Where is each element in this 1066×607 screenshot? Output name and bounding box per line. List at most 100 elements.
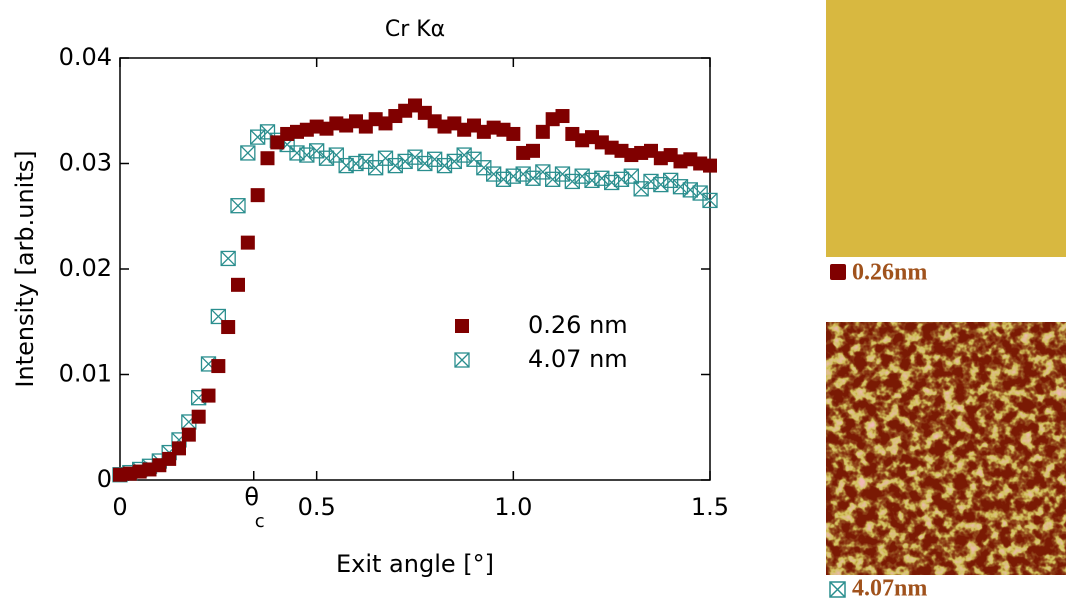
marker [417, 155, 433, 172]
marker [260, 151, 275, 166]
marker-box [545, 171, 561, 187]
marker-box [259, 124, 276, 140]
marker-box [230, 198, 246, 214]
marker [231, 277, 245, 292]
marker-box [220, 250, 236, 267]
marker [555, 109, 570, 124]
marker-cross [437, 158, 452, 174]
marker-cross [299, 147, 315, 163]
marker [397, 153, 413, 170]
marker-box [397, 153, 413, 170]
marker [623, 168, 639, 184]
marker [240, 145, 256, 161]
marker [702, 192, 718, 209]
x-axis-label: Exit angle [°] [336, 550, 494, 578]
marker [545, 171, 561, 187]
image-caption: 4.07nm [852, 576, 927, 602]
marker-box [368, 160, 384, 176]
y-tick-label: 0.01 [59, 360, 112, 388]
marker-box [240, 145, 256, 161]
marker-box [486, 166, 502, 182]
x-tick-label: 0.5 [298, 493, 336, 521]
marker [594, 170, 610, 186]
marker-cross [702, 192, 718, 208]
marker-box [653, 176, 669, 193]
marker-cross [692, 185, 708, 201]
marker-box [456, 147, 472, 163]
marker [564, 173, 580, 190]
marker-box [466, 151, 482, 167]
marker-cross [446, 153, 462, 169]
marker [387, 157, 403, 174]
series [112, 124, 718, 483]
caption-icon [829, 581, 846, 598]
marker-cross [466, 151, 482, 167]
marker-cross [604, 175, 620, 190]
afm-image-1 [826, 0, 1066, 257]
legend-marker [455, 319, 469, 333]
marker [613, 171, 630, 187]
marker-box [574, 168, 590, 184]
marker [506, 126, 521, 141]
marker-box [299, 147, 315, 163]
marker [663, 172, 679, 189]
marker-box [328, 147, 344, 163]
marker-cross [515, 166, 531, 182]
marker-cross [250, 129, 266, 145]
marker [427, 151, 443, 167]
y-tick-label: 0.04 [59, 43, 112, 71]
image-caption: 0.26nm [852, 260, 927, 286]
legend-label: 4.07 nm [528, 345, 628, 373]
marker-cross [309, 143, 325, 159]
marker [201, 388, 216, 403]
marker [240, 235, 255, 250]
marker-cross [456, 147, 472, 163]
x-tick-label: 1.5 [691, 493, 729, 521]
marker-cross [427, 151, 443, 167]
marker-box [702, 192, 718, 209]
y-tick-label: 0.02 [59, 254, 112, 282]
y-tick-label: 0 [97, 465, 112, 493]
marker [515, 166, 531, 182]
marker [230, 198, 246, 214]
marker [250, 188, 265, 203]
marker-cross [564, 173, 580, 189]
marker-box [358, 153, 374, 170]
marker-box [594, 170, 610, 186]
marker-cross [594, 170, 610, 186]
annotation-subscript: c [255, 511, 265, 532]
marker-cross [643, 173, 659, 189]
marker-cross [240, 145, 256, 161]
marker-box [525, 170, 541, 186]
marker-cross [535, 164, 551, 180]
marker-cross [319, 150, 334, 166]
marker [446, 153, 462, 170]
marker-cross [545, 171, 561, 187]
marker [703, 158, 717, 173]
marker [466, 151, 482, 167]
marker [486, 166, 502, 182]
series [113, 98, 717, 482]
marker-cross [623, 168, 639, 184]
marker-cross [682, 182, 698, 198]
x-tick-label: 0 [112, 493, 127, 521]
marker [250, 129, 266, 145]
marker [672, 179, 689, 195]
marker-box [623, 168, 639, 184]
marker-cross [614, 171, 629, 187]
marker-cross [397, 153, 413, 169]
marker [221, 320, 236, 335]
marker-cross [486, 166, 502, 182]
marker-cross [417, 156, 433, 171]
marker-cross [387, 158, 403, 174]
marker-cross [230, 198, 246, 214]
marker-cross [496, 171, 511, 187]
legend-label: 0.26 nm [528, 311, 628, 339]
marker-cross [407, 149, 423, 165]
marker-box [387, 157, 403, 174]
marker-box [454, 352, 470, 368]
marker [574, 168, 590, 184]
marker-cross [525, 170, 541, 186]
